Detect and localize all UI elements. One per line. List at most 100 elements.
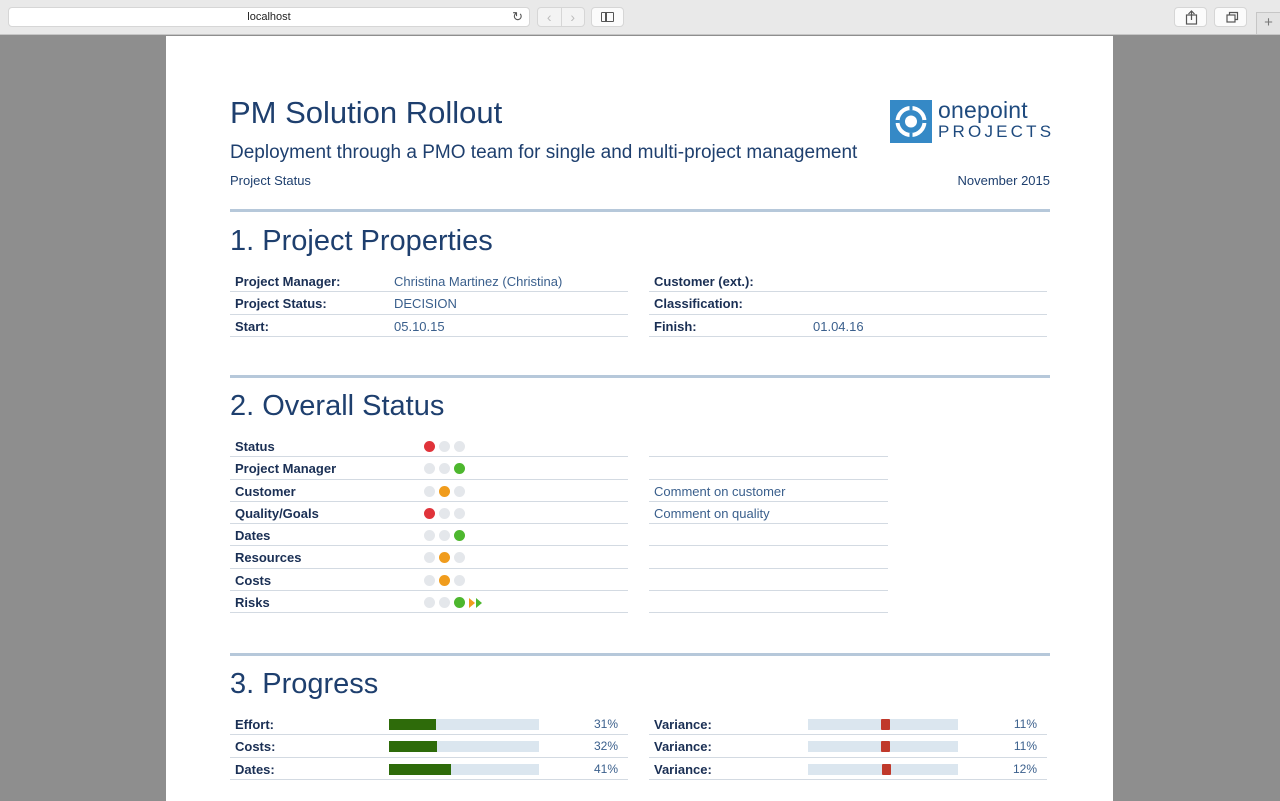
property-value: 05.10.15 — [394, 318, 445, 334]
section-divider — [230, 375, 1050, 378]
status-label: Project Manager — [235, 461, 337, 477]
status-label: Dates — [235, 528, 271, 544]
variance-row: Variance: 12% — [649, 758, 1047, 780]
variance-bar — [808, 719, 958, 730]
progress-label: Dates: — [235, 761, 275, 777]
progress-label: Costs: — [235, 739, 276, 755]
traffic-light — [424, 441, 469, 452]
property-label: Start: — [235, 318, 269, 334]
property-label: Classification: — [654, 296, 743, 312]
variance-label: Variance: — [654, 761, 712, 777]
progress-label: Effort: — [235, 717, 274, 732]
properties-table-right: Customer (ext.): Classification: Finish:… — [649, 270, 1047, 337]
properties-table-left: Project Manager: Christina Martinez (Chr… — [230, 270, 628, 337]
forward-icon[interactable]: › — [560, 8, 585, 26]
status-row: Project Manager — [230, 457, 628, 480]
status-dot-amber-icon — [439, 463, 450, 475]
status-comment-row — [649, 457, 888, 480]
sidebar-icon — [601, 12, 614, 22]
property-label: Customer (ext.): — [654, 274, 754, 289]
status-dot-amber-icon — [439, 485, 450, 497]
trend-arrow-icon — [476, 597, 482, 608]
variance-percent: 11% — [1013, 717, 1037, 731]
show-tabs-button[interactable] — [1214, 7, 1247, 27]
report-date: November 2015 — [957, 173, 1051, 188]
section-divider — [230, 209, 1050, 212]
status-row: Quality/Goals — [230, 502, 628, 525]
property-value: 01.04.16 — [813, 318, 864, 334]
status-comment: Comment on customer — [654, 483, 786, 499]
status-row: Customer — [230, 480, 628, 502]
variance-table: Variance: 11% Variance: 11% Variance: 12% — [649, 713, 1047, 780]
status-label: Costs — [235, 572, 272, 588]
status-comment-row: Comment on customer — [649, 480, 888, 502]
status-row: Dates — [230, 524, 628, 547]
status-comment: Comment on quality — [654, 505, 770, 521]
status-row: Resources — [230, 546, 628, 569]
progress-row: Costs: 32% — [230, 735, 628, 758]
variance-bar — [808, 763, 958, 775]
variance-percent: 11% — [1013, 739, 1037, 754]
browser-toolbar: localhost ↻ ‹ › + — [0, 0, 1280, 35]
address-bar[interactable]: localhost ↻ — [8, 7, 530, 27]
traffic-light — [424, 574, 469, 586]
status-dot-red-icon — [424, 574, 435, 586]
status-dot-red-icon — [424, 507, 435, 519]
property-row: Finish: 01.04.16 — [649, 315, 1047, 337]
traffic-light — [424, 507, 469, 519]
status-dot-green-icon — [454, 574, 465, 586]
status-dot-red-icon — [424, 463, 435, 475]
status-dot-red-icon — [424, 552, 435, 564]
section-divider — [230, 653, 1050, 656]
traffic-light — [424, 597, 482, 609]
status-comments-table: Comment on customer Comment on quality — [649, 435, 888, 614]
progress-bar-fill — [389, 763, 451, 775]
share-button[interactable] — [1174, 7, 1207, 27]
variance-label: Variance: — [654, 717, 712, 732]
progress-percent: 32% — [593, 739, 618, 754]
reload-icon[interactable]: ↻ — [512, 9, 523, 24]
url-text[interactable]: localhost — [247, 11, 291, 23]
status-dot-amber-icon — [439, 530, 450, 542]
status-dot-green-icon — [454, 530, 465, 542]
status-label: Quality/Goals — [235, 505, 319, 521]
progress-percent: 31% — [593, 717, 618, 731]
variance-marker — [881, 763, 891, 775]
status-dot-red-icon — [424, 530, 435, 542]
page-title: PM Solution Rollout — [230, 95, 503, 130]
variance-row: Variance: 11% — [649, 713, 1047, 736]
status-row: Risks — [230, 591, 628, 614]
traffic-light — [424, 463, 469, 475]
trend-arrow-icon — [469, 597, 475, 608]
sidebar-toggle-button[interactable] — [591, 7, 624, 27]
status-dot-red-icon — [424, 485, 435, 497]
property-row: Classification: — [649, 292, 1047, 315]
property-row: Project Status: DECISION — [230, 292, 628, 315]
onepoint-logo: onepoint PROJECTS — [890, 97, 1051, 144]
status-comment-row: Comment on quality — [649, 502, 888, 525]
logo-wordmark: onepoint — [938, 97, 1028, 123]
status-dot-green-icon — [454, 441, 465, 452]
status-label: Risks — [235, 595, 270, 611]
property-row: Customer (ext.): — [649, 270, 1047, 293]
property-value: Christina Martinez (Christina) — [394, 274, 563, 289]
status-dot-green-icon — [454, 552, 465, 564]
status-label: Resources — [235, 550, 302, 566]
status-row: Costs — [230, 569, 628, 592]
status-dot-green-icon — [454, 485, 465, 497]
variance-label: Variance: — [654, 739, 712, 755]
traffic-light — [424, 530, 469, 542]
progress-bar — [389, 719, 539, 730]
status-label: Customer — [235, 483, 296, 499]
property-label: Finish: — [654, 318, 697, 334]
status-comment-row — [649, 591, 888, 614]
logo-mark — [890, 100, 932, 143]
status-dot-amber-icon — [439, 441, 450, 452]
back-icon[interactable]: ‹ — [546, 9, 552, 25]
new-tab-button[interactable]: + — [1256, 12, 1280, 34]
section-title-overall-status: 2. Overall Status — [230, 390, 445, 422]
report-type: Project Status — [230, 173, 311, 188]
variance-marker — [881, 719, 891, 730]
logo-submark: PROJECTS — [938, 122, 1055, 141]
progress-table: Effort: 31% Costs: 32% Dates: 41% — [230, 713, 628, 780]
